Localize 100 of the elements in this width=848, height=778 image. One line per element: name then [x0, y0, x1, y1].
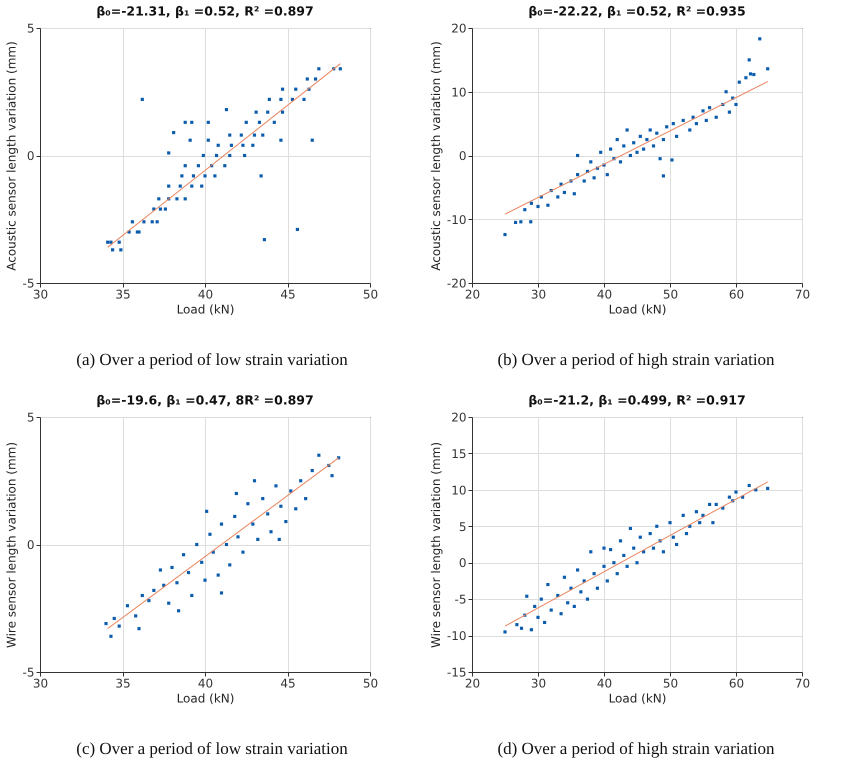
- text: (a) Over a period of low strain variation: [75, 350, 349, 370]
- x-tick-label: 40: [198, 676, 214, 690]
- point: [256, 538, 260, 541]
- point: [274, 484, 278, 488]
- point: [190, 594, 194, 598]
- y-tick-label: -5: [22, 276, 34, 290]
- y-tick-label: -10: [446, 212, 466, 227]
- x-axis-title: Load (kN): [608, 692, 666, 706]
- x-tick-label: 30: [32, 676, 48, 690]
- point: [294, 507, 298, 510]
- point: [310, 468, 314, 472]
- point: [152, 588, 156, 592]
- point: [220, 591, 224, 595]
- y-tick-label: 20: [451, 22, 466, 36]
- y-axis-title: Acoustic sensor length variation (mm): [428, 41, 443, 271]
- point: [177, 609, 180, 612]
- point: [299, 479, 302, 482]
- point: [112, 616, 116, 620]
- y-tick-label: 0: [26, 538, 34, 552]
- point: [167, 602, 170, 605]
- chart-title: β₀=-19.6, β₁ =0.47, 8R² =0.897: [96, 392, 314, 408]
- x-tick-label: 30: [530, 288, 546, 302]
- y-tick-label: -15: [446, 666, 466, 680]
- point: [186, 570, 190, 574]
- x-tick-label: 50: [662, 288, 678, 302]
- point: [175, 581, 179, 584]
- x-tick-label: 60: [728, 676, 744, 690]
- point: [252, 479, 256, 482]
- x-tick-label: 50: [362, 676, 378, 690]
- point: [182, 553, 186, 556]
- y-axis-title: Acoustic sensor length variation (mm): [4, 41, 19, 271]
- point: [224, 542, 228, 546]
- y-axis-title: Wire sensor length variation (mm): [428, 442, 443, 648]
- chart-title: β₀=-22.22, β₁ =0.52, R² =0.935: [528, 4, 746, 18]
- y-tick-label: 5: [458, 520, 466, 534]
- x-tick-label: 40: [596, 676, 612, 690]
- point: [216, 574, 220, 577]
- point: [228, 563, 232, 566]
- point: [317, 454, 320, 457]
- y-axis-title: Wire sensor length variation (mm): [4, 442, 19, 648]
- point: [208, 532, 212, 536]
- point: [195, 542, 198, 546]
- point: [266, 512, 270, 516]
- y-tick-label: 0: [458, 149, 466, 163]
- point: [330, 474, 334, 478]
- x-axis-title: Load (kN): [608, 302, 666, 316]
- point: [126, 604, 130, 608]
- point: [140, 594, 144, 598]
- point: [304, 497, 308, 500]
- point: [220, 522, 224, 526]
- x-tick-label: 30: [32, 288, 48, 302]
- point: [104, 622, 108, 626]
- point: [109, 634, 113, 638]
- text: (b) Over a period of high strain variation: [496, 350, 776, 370]
- chart-title: β₀=-21.31, β₁ =0.52, R² =0.897: [96, 4, 314, 18]
- y-tick-label: 0: [458, 556, 466, 570]
- y-tick-label: 5: [26, 410, 34, 424]
- y-tick-label: 10: [451, 85, 466, 100]
- chart-title: β₀=-21.2, β₁ =0.499, R² =0.917: [528, 392, 746, 408]
- point: [251, 522, 254, 526]
- point: [261, 497, 264, 500]
- point: [170, 566, 174, 570]
- y-tick-label: -5: [22, 666, 34, 680]
- x-tick-label: 30: [530, 676, 546, 690]
- x-tick-label: 70: [794, 676, 810, 690]
- point: [137, 627, 141, 630]
- point: [278, 538, 281, 541]
- y-tick-label: -10: [446, 629, 466, 644]
- point: [279, 504, 282, 508]
- text: (d) Over a period of high strain variation: [496, 739, 776, 759]
- x-axis-title: Load (kN): [176, 692, 234, 706]
- y-tick-label: 15: [451, 446, 466, 461]
- x-tick-label: 45: [280, 288, 296, 302]
- point: [200, 560, 204, 564]
- point: [289, 489, 292, 493]
- y-tick-label: 10: [451, 483, 466, 498]
- point: [205, 510, 208, 513]
- y-tick-label: 0: [26, 149, 34, 163]
- point: [134, 614, 138, 618]
- point: [246, 502, 250, 506]
- point: [269, 530, 273, 534]
- y-tick-label: 20: [451, 410, 466, 424]
- point: [234, 492, 238, 496]
- point: [158, 568, 162, 572]
- point: [284, 520, 288, 524]
- x-tick-label: 60: [728, 288, 744, 302]
- x-tick-label: 35: [115, 676, 131, 690]
- x-tick-label: 35: [115, 288, 131, 302]
- text: (c) Over a period of low strain variation: [75, 739, 349, 759]
- point: [233, 514, 236, 518]
- x-tick-label: 45: [280, 676, 296, 690]
- x-tick-label: 40: [596, 288, 612, 302]
- y-tick-label: 5: [26, 22, 34, 36]
- y-tick-label: -20: [446, 276, 466, 290]
- point: [203, 578, 207, 582]
- y-tick-label: -5: [454, 592, 466, 607]
- x-tick-label: 50: [662, 676, 678, 690]
- point: [236, 535, 240, 538]
- point: [241, 550, 245, 554]
- x-tick-label: 40: [198, 288, 214, 302]
